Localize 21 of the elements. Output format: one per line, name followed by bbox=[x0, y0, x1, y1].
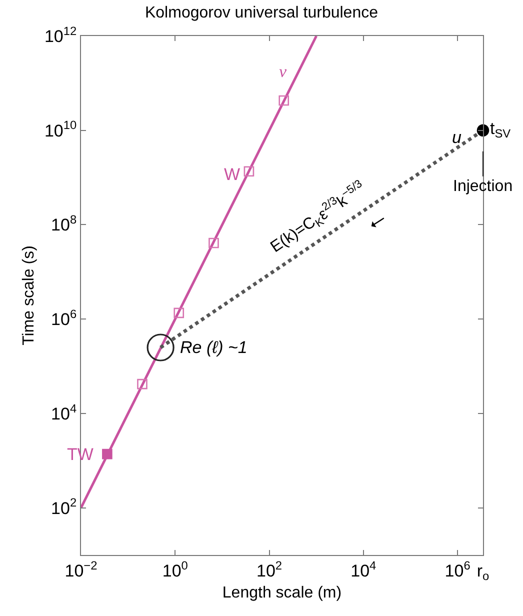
y-tick-label: 10$^{6}$ bbox=[51, 306, 77, 330]
x-tick-label: 10$^{4}$ bbox=[350, 558, 377, 580]
y-tick-label: 10$^{10}$ bbox=[44, 118, 77, 140]
x-tick-label: 10$^{6}$ bbox=[444, 558, 471, 580]
y-axis-title: Time scale (s) bbox=[20, 246, 38, 346]
x-tick-label: 10$^{0}$ bbox=[162, 558, 188, 580]
y-tick-label: 10$^{4}$ bbox=[51, 401, 77, 424]
annotation: Re (ℓ) ~1 bbox=[180, 338, 248, 357]
x-tick-label: 10$^{2}$ bbox=[256, 558, 282, 580]
annotation: ν bbox=[279, 62, 287, 81]
annotation: W bbox=[224, 165, 240, 184]
annotation: u bbox=[452, 128, 462, 147]
annotation: Injection bbox=[453, 178, 513, 195]
x-axis-title: Length scale (m) bbox=[222, 584, 342, 602]
y-tick-label: 10$^{8}$ bbox=[51, 212, 77, 235]
annotation: t$_{SV}$ bbox=[490, 119, 511, 141]
y-tick-label: 10$^{12}$ bbox=[44, 24, 77, 46]
chart-title: Kolmogorov universal turbulence bbox=[144, 4, 378, 22]
y-tick-label: 10$^{2}$ bbox=[51, 496, 77, 518]
x-tick-label: r$_{o}$ bbox=[476, 561, 490, 583]
x-tick-label: 10$^{−2}$ bbox=[64, 558, 98, 580]
